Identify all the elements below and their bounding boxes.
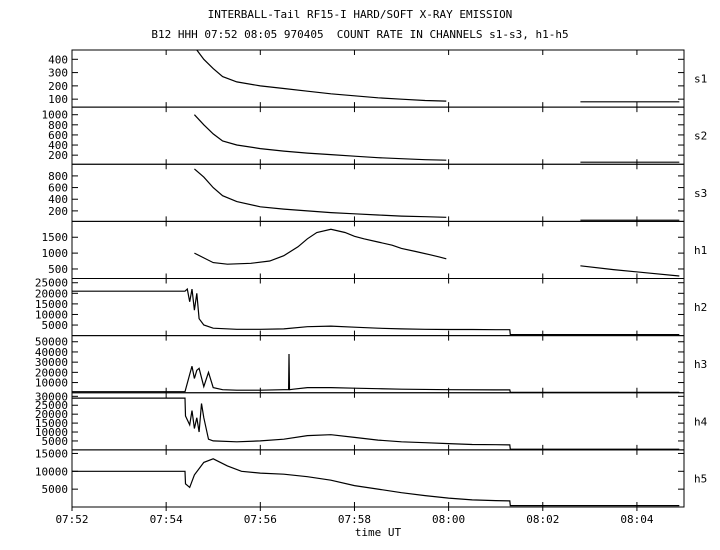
panel-frame-h2 (71, 278, 685, 337)
panel-label-s3: s3 (694, 187, 707, 200)
ytick-label-h4-4: 25000 (35, 399, 68, 412)
panel-frame-h5 (71, 449, 685, 508)
ytick-label-h4-1: 10000 (35, 426, 68, 439)
panel-label-h1: h1 (694, 244, 707, 257)
ytick-label-s1-1: 200 (48, 80, 68, 93)
ytick-label-h2-4: 25000 (35, 277, 68, 290)
ytick-label-s2-1: 400 (48, 139, 68, 152)
ytick-label-h2-3: 20000 (35, 287, 68, 300)
series-h4-segment-0 (72, 397, 680, 450)
ytick-label-h3-2: 30000 (35, 356, 68, 369)
series-h5-segment-0 (72, 458, 680, 507)
xtick-label-4: 08:00 (432, 513, 465, 526)
panel-label-s1: s1 (694, 73, 707, 86)
ytick-label-h4-2: 15000 (35, 417, 68, 430)
series-h1-segment-0 (194, 228, 447, 265)
panel-frame-h1 (71, 220, 685, 279)
panel-label-h4: h4 (694, 415, 708, 428)
series-s3-segment-0 (194, 168, 447, 218)
ytick-label-h1-1: 1000 (42, 247, 69, 260)
xtick-label-6: 08:04 (620, 513, 653, 526)
ytick-label-h3-4: 50000 (35, 336, 68, 349)
panel-frame-h4 (71, 392, 685, 451)
ytick-label-s3-2: 600 (48, 182, 68, 195)
ytick-label-h4-3: 20000 (35, 408, 68, 421)
ytick-label-h1-0: 500 (48, 263, 68, 276)
panel-frame-s1 (71, 49, 685, 108)
ytick-label-s1-3: 400 (48, 53, 68, 66)
series-s1-segment-0 (196, 49, 447, 102)
xtick-label-2: 07:56 (244, 513, 277, 526)
ytick-label-h2-0: 5000 (42, 319, 69, 332)
panel-label-s2: s2 (694, 130, 707, 143)
xtick-label-3: 07:58 (338, 513, 371, 526)
x-axis-label: time UT (355, 526, 402, 539)
panel-frame-s3 (71, 163, 685, 222)
xtick-label-1: 07:54 (150, 513, 183, 526)
series-s2-segment-0 (193, 114, 447, 161)
ytick-label-s2-2: 600 (48, 129, 68, 142)
ytick-label-h4-0: 5000 (42, 435, 69, 448)
xtick-label-0: 07:52 (55, 513, 88, 526)
ytick-label-h2-1: 10000 (35, 308, 68, 321)
series-h1-segment-1 (580, 265, 680, 277)
ytick-label-s1-2: 300 (48, 67, 68, 80)
panel-label-h2: h2 (694, 301, 707, 314)
ytick-label-h4-5: 30000 (35, 390, 68, 403)
series-h3-segment-0 (72, 353, 680, 393)
ytick-label-s2-0: 200 (48, 149, 68, 162)
ytick-label-h5-0: 5000 (42, 483, 69, 496)
panel-frame-h3 (71, 335, 685, 394)
ytick-label-s3-0: 200 (48, 205, 68, 218)
ytick-label-h3-1: 20000 (35, 366, 68, 379)
ytick-label-h5-2: 15000 (35, 447, 68, 460)
ytick-label-h1-2: 1500 (42, 231, 69, 244)
ytick-label-s3-1: 400 (48, 193, 68, 206)
ytick-label-h5-1: 10000 (35, 465, 68, 478)
ytick-label-h2-2: 15000 (35, 298, 68, 311)
panel-label-h5: h5 (694, 472, 707, 485)
ytick-label-h3-3: 40000 (35, 346, 68, 359)
ytick-label-s2-3: 800 (48, 119, 68, 132)
ytick-label-s3-3: 800 (48, 170, 68, 183)
panel-frame-s2 (71, 106, 685, 165)
series-h2-segment-0 (72, 287, 680, 336)
panel-label-h3: h3 (694, 358, 707, 371)
ytick-label-s1-0: 100 (48, 93, 68, 106)
ytick-label-h3-0: 10000 (35, 377, 68, 390)
chart-subtitle: B12 HHH 07:52 08:05 970405 COUNT RATE IN… (151, 28, 569, 41)
chart-title: INTERBALL-Tail RF15-I HARD/SOFT X-RAY EM… (207, 8, 513, 21)
ytick-label-s2-4: 1000 (42, 109, 69, 122)
xtick-label-5: 08:02 (526, 513, 559, 526)
